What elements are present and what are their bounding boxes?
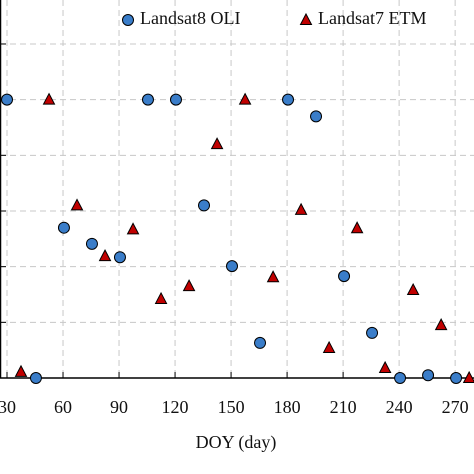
circle-point bbox=[29, 372, 42, 384]
triangle-point bbox=[434, 318, 448, 331]
circle-point bbox=[226, 260, 239, 273]
triangle-point bbox=[14, 364, 28, 377]
x-tick-label: 210 bbox=[330, 397, 357, 417]
x-tick-label: 270 bbox=[442, 397, 469, 417]
x-tick-label: 150 bbox=[218, 397, 245, 417]
x-tick-label: 90 bbox=[110, 397, 128, 417]
circle-point bbox=[338, 270, 351, 283]
circle-point bbox=[1, 93, 14, 106]
legend-label: Landsat7 ETM bbox=[318, 8, 426, 28]
triangle-point bbox=[294, 202, 308, 215]
circle-point bbox=[122, 14, 134, 26]
triangle-point bbox=[406, 282, 420, 296]
x-tick-label: 240 bbox=[386, 397, 413, 417]
triangle-point bbox=[70, 198, 84, 211]
x-tick-label: 120 bbox=[162, 397, 189, 417]
triangle-point bbox=[462, 370, 474, 383]
triangle-point bbox=[98, 249, 112, 262]
circle-point bbox=[85, 237, 98, 250]
triangle-point bbox=[42, 92, 56, 105]
circle-point bbox=[113, 251, 126, 264]
circle-point bbox=[394, 372, 407, 384]
circle-point bbox=[282, 93, 295, 106]
triangle-point bbox=[299, 12, 313, 25]
triangle-point bbox=[238, 92, 252, 105]
circle-point bbox=[141, 93, 154, 106]
triangle-point bbox=[154, 291, 168, 304]
triangle-point bbox=[350, 221, 364, 234]
triangle-point bbox=[322, 340, 336, 353]
triangle-point bbox=[210, 137, 224, 150]
triangle-point bbox=[266, 270, 280, 283]
circle-point bbox=[57, 221, 70, 234]
x-tick-label: 30 bbox=[0, 397, 16, 417]
x-tick-label: 180 bbox=[274, 397, 301, 417]
triangle-point bbox=[126, 222, 140, 235]
circle-point bbox=[366, 326, 379, 339]
x-axis-label: DOY (day) bbox=[196, 432, 277, 453]
x-tick-label: 60 bbox=[54, 397, 72, 417]
legend-label: Landsat8 OLI bbox=[140, 8, 240, 28]
circle-point bbox=[310, 110, 323, 123]
circle-point bbox=[450, 372, 463, 384]
circle-point bbox=[254, 336, 267, 349]
circle-point bbox=[169, 93, 182, 106]
circle-point bbox=[422, 369, 435, 382]
circle-point bbox=[197, 199, 210, 212]
triangle-point bbox=[378, 360, 392, 373]
triangle-point bbox=[182, 279, 196, 292]
